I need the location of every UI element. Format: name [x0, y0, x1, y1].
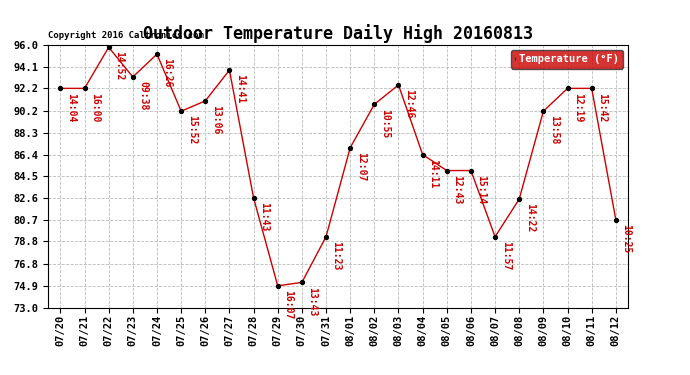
Point: [224, 67, 235, 73]
Point: [465, 168, 476, 174]
Text: 11:23: 11:23: [332, 241, 342, 270]
Text: 15:42: 15:42: [598, 93, 607, 122]
Text: 13:43: 13:43: [308, 286, 317, 316]
Text: 10:55: 10:55: [380, 108, 390, 138]
Text: Copyright 2016 Caltronics.com: Copyright 2016 Caltronics.com: [48, 31, 204, 40]
Title: Outdoor Temperature Daily High 20160813: Outdoor Temperature Daily High 20160813: [143, 24, 533, 44]
Point: [490, 234, 501, 240]
Point: [55, 86, 66, 92]
Text: 15:52: 15:52: [187, 116, 197, 145]
Text: 14:11: 14:11: [428, 159, 438, 188]
Text: 13:06: 13:06: [211, 105, 221, 135]
Text: 16:07: 16:07: [284, 290, 293, 320]
Point: [417, 152, 428, 157]
Point: [393, 82, 404, 88]
Legend: Temperature (°F): Temperature (°F): [511, 50, 622, 69]
Point: [320, 234, 331, 240]
Text: 10:25: 10:25: [622, 224, 631, 253]
Point: [79, 86, 90, 92]
Text: 14:52: 14:52: [115, 51, 124, 81]
Text: 12:43: 12:43: [453, 175, 462, 204]
Text: 12:19: 12:19: [573, 93, 583, 122]
Point: [562, 86, 573, 92]
Point: [586, 86, 597, 92]
Point: [200, 98, 211, 104]
Point: [513, 196, 524, 202]
Text: 12:07: 12:07: [356, 152, 366, 181]
Point: [442, 168, 453, 174]
Point: [610, 217, 621, 223]
Text: 14:04: 14:04: [66, 93, 76, 122]
Text: 15:14: 15:14: [477, 175, 486, 204]
Point: [368, 101, 380, 107]
Text: 11:43: 11:43: [259, 202, 269, 231]
Point: [127, 74, 138, 80]
Point: [248, 195, 259, 201]
Point: [297, 279, 308, 285]
Text: 09:38: 09:38: [139, 81, 148, 111]
Text: 14:41: 14:41: [235, 74, 245, 104]
Point: [104, 44, 115, 50]
Point: [538, 108, 549, 114]
Text: 11:57: 11:57: [501, 241, 511, 270]
Point: [272, 283, 284, 289]
Point: [344, 145, 356, 151]
Text: 16:00: 16:00: [90, 93, 100, 122]
Point: [152, 51, 163, 57]
Text: 14:22: 14:22: [525, 203, 535, 232]
Text: 12:46: 12:46: [404, 89, 414, 118]
Text: 13:58: 13:58: [549, 116, 559, 145]
Point: [175, 108, 186, 114]
Text: 16:26: 16:26: [163, 58, 172, 88]
